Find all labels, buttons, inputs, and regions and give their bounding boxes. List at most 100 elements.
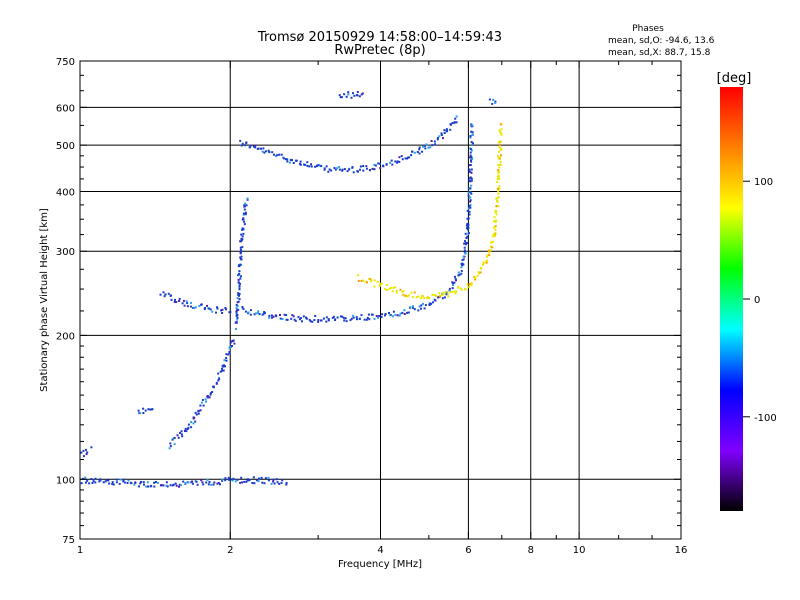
- data-point: [454, 275, 456, 278]
- data-point: [426, 295, 429, 298]
- data-point: [153, 481, 156, 484]
- data-point: [194, 411, 197, 414]
- data-point: [90, 478, 93, 480]
- data-point: [347, 91, 350, 94]
- data-point: [496, 199, 498, 202]
- data-point: [380, 282, 383, 285]
- data-point: [420, 307, 422, 310]
- data-point: [423, 297, 426, 299]
- data-point: [285, 482, 288, 484]
- data-point: [445, 293, 448, 296]
- data-point: [240, 144, 243, 147]
- data-point: [244, 144, 247, 147]
- data-point: [469, 176, 472, 179]
- data-point: [239, 252, 242, 254]
- data-point: [412, 305, 414, 308]
- data-point: [169, 445, 172, 448]
- data-point: [263, 482, 266, 485]
- data-point: [171, 438, 174, 441]
- data-point: [384, 313, 387, 315]
- data-point: [470, 156, 473, 158]
- y-tick-label: 600: [56, 103, 75, 114]
- data-point: [385, 284, 388, 286]
- data-point: [242, 212, 245, 215]
- data-point: [360, 93, 363, 96]
- data-point: [365, 318, 368, 321]
- data-point: [478, 272, 481, 275]
- data-point: [224, 477, 227, 480]
- data-point: [395, 289, 398, 292]
- data-point: [338, 168, 341, 171]
- data-point: [238, 293, 241, 295]
- data-point: [457, 274, 460, 277]
- data-point: [151, 408, 154, 411]
- data-point: [242, 217, 245, 220]
- data-point: [207, 396, 210, 399]
- data-point: [138, 485, 140, 488]
- data-point: [469, 203, 472, 206]
- data-point: [500, 148, 503, 151]
- data-point: [222, 365, 225, 368]
- data-point: [490, 241, 493, 244]
- data-point: [402, 290, 405, 292]
- data-point: [258, 313, 261, 316]
- data-point: [310, 163, 312, 166]
- data-point: [374, 164, 377, 167]
- data-point: [193, 416, 196, 419]
- data-point: [242, 232, 245, 235]
- data-point: [218, 376, 221, 379]
- data-point: [425, 143, 428, 146]
- data-point: [186, 302, 189, 305]
- data-point: [470, 160, 473, 163]
- data-point: [126, 482, 129, 484]
- data-point: [377, 162, 380, 165]
- data-point: [289, 161, 291, 164]
- data-point: [208, 481, 211, 483]
- y-tick-label: 750: [56, 57, 75, 68]
- data-point: [396, 314, 399, 317]
- data-point: [278, 482, 281, 485]
- data-point: [104, 480, 107, 483]
- data-point: [255, 479, 258, 482]
- data-point: [463, 249, 466, 252]
- data-point: [249, 309, 252, 312]
- data-point: [298, 318, 301, 321]
- y-axis-label: Stationary phase Virtual Height [km]: [39, 208, 50, 392]
- data-point: [447, 292, 450, 295]
- data-point: [498, 143, 501, 146]
- data-point: [299, 160, 302, 163]
- data-point: [429, 146, 432, 149]
- data-point: [325, 316, 328, 319]
- data-point: [299, 317, 302, 320]
- data-point: [239, 248, 242, 251]
- data-point: [184, 427, 187, 430]
- data-point: [340, 96, 343, 99]
- data-point: [440, 294, 443, 297]
- data-point: [460, 288, 463, 291]
- data-point: [317, 319, 320, 321]
- data-point: [401, 158, 404, 161]
- data-point: [286, 318, 289, 321]
- data-point: [221, 312, 224, 314]
- data-point: [443, 129, 446, 132]
- data-point: [241, 142, 244, 145]
- data-point: [350, 317, 353, 320]
- data-point: [220, 309, 223, 312]
- data-point: [444, 291, 447, 293]
- data-point: [469, 135, 472, 138]
- data-point: [466, 222, 469, 225]
- data-point: [170, 298, 173, 301]
- data-point: [172, 483, 175, 486]
- data-point: [187, 426, 190, 429]
- data-point: [241, 481, 244, 484]
- data-point: [231, 345, 233, 347]
- data-points: [80, 91, 503, 488]
- data-point: [241, 306, 244, 309]
- data-point: [201, 481, 204, 484]
- data-point: [325, 320, 328, 323]
- data-point: [146, 481, 149, 484]
- data-point: [115, 478, 118, 481]
- data-point: [239, 282, 241, 285]
- data-point: [217, 372, 220, 375]
- data-point: [175, 301, 178, 303]
